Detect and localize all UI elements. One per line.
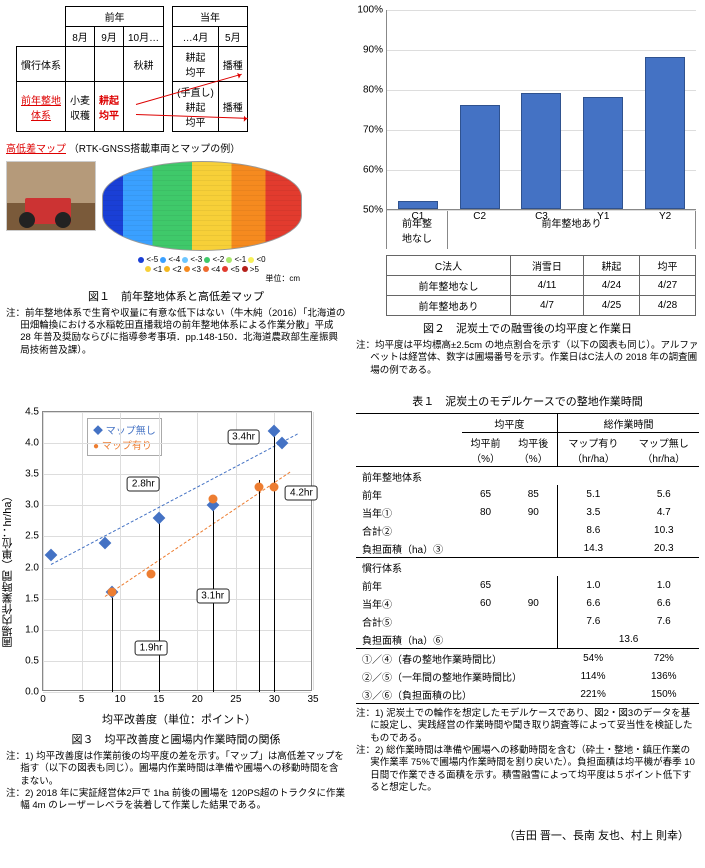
tractor-photo <box>6 161 96 231</box>
hdr-prev: 前年 <box>105 13 125 24</box>
fig2-bar-chart: 50% 60% 70% 80% 90% 100% C1 C2 C3 Y1 Y2 <box>386 10 696 210</box>
table1: 均平度総作業時間均平前 （%）均平後 （%）マップ有り （hr/ha）マップ無し… <box>356 413 699 704</box>
fig1-note: 注：前年整地体系で生育や収量に有意な低下はない（牛木純（2016）「北海道の田畑… <box>20 308 346 357</box>
hm-label: 高低差マップ <box>6 144 66 155</box>
fig3-scatter-chart: ◆ マップ無し ● マップ有り 0.0 0.5 1.0 1.5 2.0 2.5 … <box>42 411 312 691</box>
fig3-legend: ◆ マップ無し ● マップ有り <box>87 418 162 456</box>
heightmap-legend: <-5 <-4 <-3 <-2 <-1 <0 <1 <2 <3 <4 <5 >5… <box>102 253 302 276</box>
fig3-xaxis: 均平改善度（単位：ポイント） <box>42 711 316 727</box>
fig3-note1: 注：1) 均平改善度は作業前後の均平度の差を示す。「マップ」は高低差マップを指す… <box>20 751 346 788</box>
table1-note2: 注：2) 総作業時間は準備や圃場への移動時間を含む（砕土・整地・鎮圧作業の実作業… <box>370 745 699 794</box>
fig2-table: C法人消雪日耕起均平 前年整地なし4/114/244/27前年整地あり4/74/… <box>386 255 696 316</box>
heightmap-visual: <-5 <-4 <-3 <-2 <-1 <0 <1 <2 <3 <4 <5 >5… <box>6 161 346 284</box>
fig3-caption: 図３ 均平改善度と圃場内作業時間の関係 <box>6 731 346 747</box>
hm-sub: （RTK-GNSS搭載車両とマップの例） <box>69 144 241 155</box>
row-conv-label: 慣行体系 <box>17 47 66 82</box>
fig1-schedule-table: 前年 当年 8月 9月 10月… …4月 5月 慣行体系 秋耕 耕起 均平 播種 <box>16 6 248 132</box>
heightmap <box>102 161 302 251</box>
fig2-note: 注：均平度は平均標高±2.5cm の地点割合を示す（以下の図表も同じ）。アルファ… <box>370 340 699 377</box>
fig1-caption: 図１ 前年整地体系と高低差マップ <box>6 288 346 304</box>
authors: （吉田 晋一、長南 友也、村上 則幸） <box>6 827 699 843</box>
fig2-caption: 図２ 泥炭土での融雪後の均平度と作業日 <box>356 320 699 336</box>
row-new-label: 前年整地 体系 <box>17 82 66 132</box>
hdr-this: 当年 <box>200 13 220 24</box>
table1-caption: 表１ 泥炭土のモデルケースでの整地作業時間 <box>356 393 699 409</box>
table1-note1: 注：1) 泥炭土での輪作を想定したモデルケースであり、図2・図3のデータを基に設… <box>370 708 699 745</box>
fig3-yaxis: 圃場内作業時間（単位：hr/ha） <box>0 490 16 647</box>
fig3-note2: 注：2) 2018 年に実証経営体2戸で 1ha 前後の圃場を 120PS超のト… <box>20 788 346 813</box>
